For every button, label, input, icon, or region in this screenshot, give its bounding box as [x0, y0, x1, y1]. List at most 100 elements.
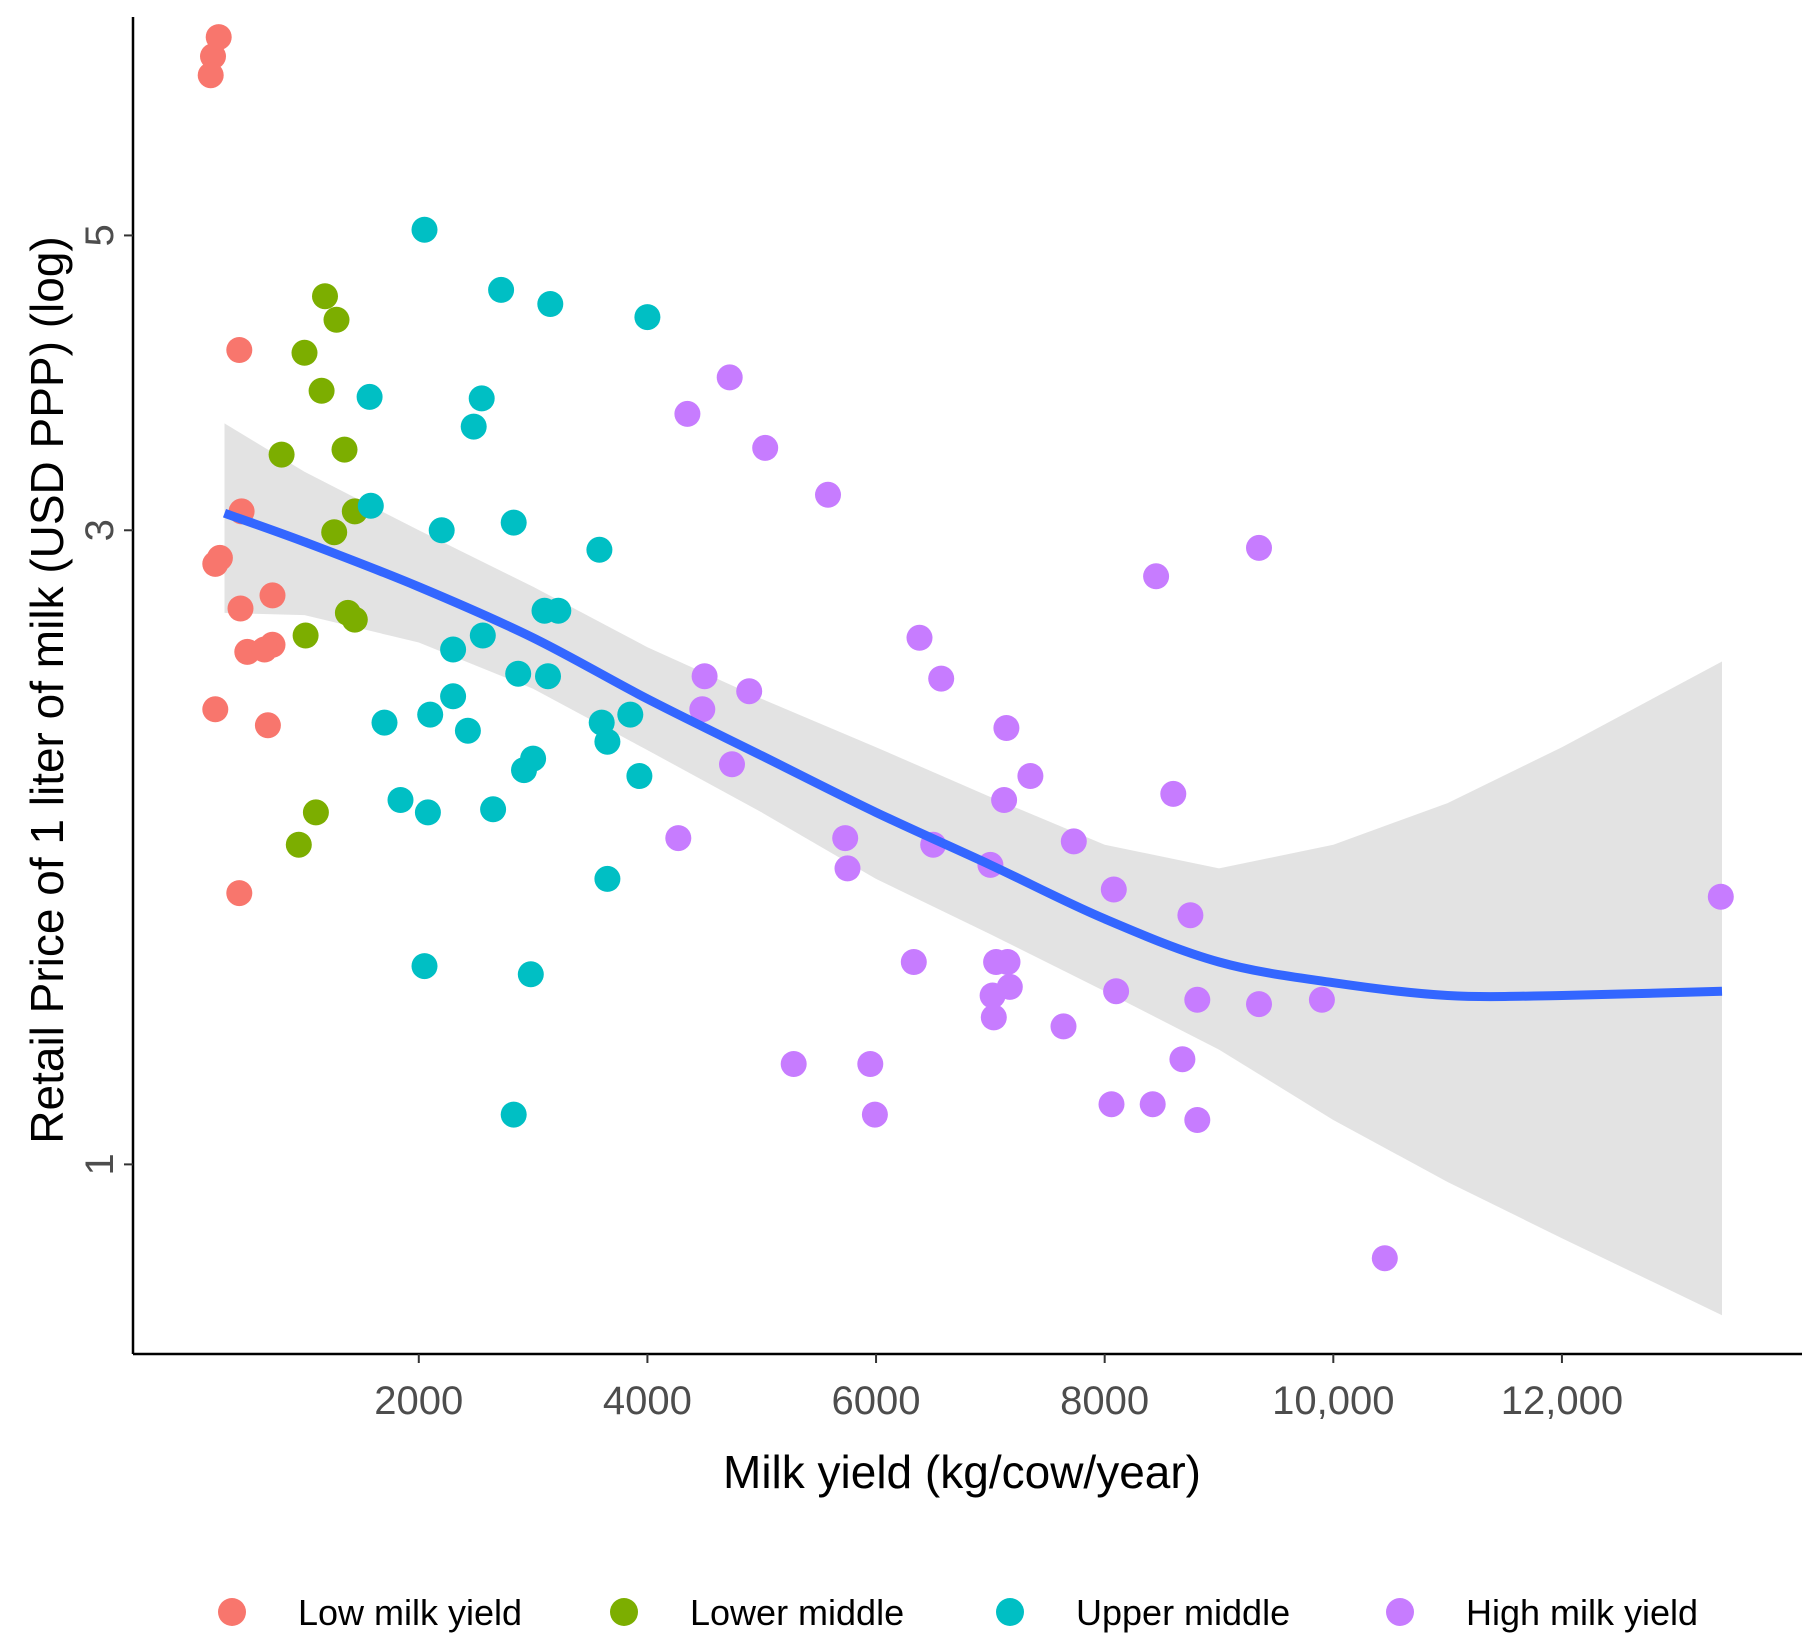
data-point — [815, 481, 841, 508]
data-point — [691, 663, 718, 690]
data-point — [1139, 1091, 1166, 1118]
confidence-ribbon — [224, 423, 1722, 1316]
data-point — [928, 665, 955, 692]
legend-item: Lower middle — [610, 1592, 904, 1633]
legend-item: Low milk yield — [218, 1592, 522, 1633]
data-point — [440, 636, 467, 663]
data-point — [716, 364, 743, 391]
data-point — [302, 799, 329, 826]
data-point — [1177, 902, 1204, 929]
data-point — [1184, 986, 1211, 1013]
y-axis-title: Retail Price of 1 liter of milk (USD PPP… — [21, 236, 73, 1143]
data-point — [780, 1051, 807, 1077]
data-point — [1246, 534, 1272, 561]
data-point — [1371, 1245, 1398, 1272]
data-point — [617, 701, 644, 728]
trend-line — [222, 508, 1723, 1002]
data-point — [460, 413, 487, 440]
legend-swatch — [1386, 1598, 1414, 1626]
data-point — [689, 696, 716, 723]
data-point — [994, 949, 1021, 975]
data-point — [980, 1004, 1007, 1031]
data-point — [752, 434, 779, 461]
data-point — [832, 825, 859, 852]
data-point — [991, 787, 1018, 813]
data-point — [634, 304, 661, 331]
data-point — [1098, 1091, 1125, 1118]
data-point — [341, 606, 368, 633]
data-point — [1308, 986, 1335, 1013]
legend-item: High milk yield — [1386, 1592, 1698, 1633]
data-point — [308, 377, 335, 404]
data-point — [312, 283, 338, 310]
data-point — [197, 62, 224, 89]
data-point — [993, 715, 1020, 741]
data-point — [1169, 1046, 1196, 1073]
legend-swatch — [218, 1598, 246, 1626]
data-point — [468, 385, 495, 412]
legend-swatch — [996, 1598, 1024, 1626]
data-point — [417, 701, 444, 728]
x-axis-title: Milk yield (kg/cow/year) — [723, 1446, 1201, 1498]
data-point — [1184, 1107, 1211, 1133]
axes-layer — [131, 17, 1802, 1356]
y-ticks-layer: 1 3 5 — [78, 224, 133, 1176]
data-point — [321, 519, 348, 546]
data-point — [1017, 763, 1044, 789]
data-point — [1103, 978, 1130, 1005]
y-tick-label: 5 — [78, 224, 122, 246]
y-tick-label: 3 — [78, 519, 122, 541]
trend-line-layer — [222, 508, 1723, 1002]
data-point — [285, 831, 312, 858]
data-point — [861, 1101, 888, 1128]
data-point — [226, 880, 253, 907]
data-point — [323, 306, 350, 333]
legend-label: Low milk yield — [298, 1592, 522, 1633]
data-point — [268, 441, 295, 468]
data-point — [440, 683, 467, 710]
points-layer — [197, 24, 1734, 1272]
data-point — [834, 855, 861, 882]
data-point — [1707, 883, 1734, 910]
x-tick-label: 10,000 — [1272, 1379, 1394, 1423]
y-tick-label: 1 — [78, 1153, 122, 1175]
data-point — [1050, 1013, 1077, 1040]
data-point — [251, 636, 278, 663]
legend-swatch — [610, 1598, 638, 1626]
x-tick-label: 4000 — [603, 1379, 692, 1423]
data-point — [428, 517, 455, 544]
data-point — [206, 544, 233, 571]
data-point — [1100, 876, 1127, 903]
data-point — [674, 400, 701, 427]
data-point — [520, 745, 547, 772]
data-point — [505, 660, 532, 687]
data-point — [535, 663, 561, 690]
data-point — [1060, 828, 1087, 855]
data-point — [411, 953, 438, 980]
data-point — [226, 337, 253, 363]
confidence-ribbon-layer — [224, 423, 1722, 1316]
data-point — [586, 536, 613, 563]
data-point — [202, 696, 229, 723]
data-point — [857, 1051, 884, 1077]
data-point — [906, 624, 933, 651]
x-tick-label: 12,000 — [1501, 1379, 1623, 1423]
data-point — [979, 982, 1006, 1009]
series-low-milk-yield — [197, 24, 286, 907]
legend-label: Lower middle — [690, 1592, 904, 1633]
legend: Low milk yield Lower middle Upper middle Hi… — [218, 1592, 1698, 1633]
data-point — [1160, 780, 1187, 807]
data-point — [545, 597, 572, 624]
data-point — [488, 276, 515, 303]
data-point — [719, 751, 745, 778]
data-point — [900, 949, 927, 975]
data-point — [414, 799, 441, 826]
data-point — [205, 24, 232, 51]
data-point — [371, 709, 398, 736]
data-point — [454, 717, 481, 744]
data-point — [500, 509, 527, 536]
data-point — [357, 492, 384, 519]
data-point — [537, 291, 564, 317]
data-point — [594, 728, 621, 755]
